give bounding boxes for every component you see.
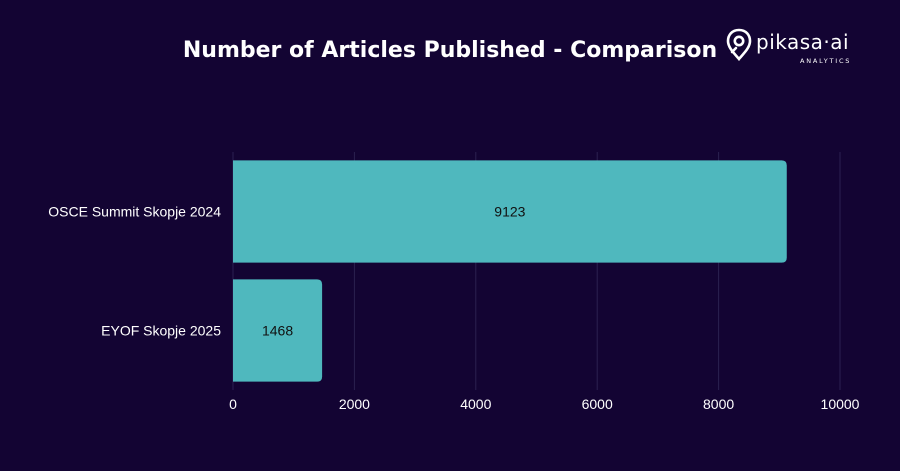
category-label-1: OSCE Summit Skopje 2024 (48, 204, 221, 220)
data-label-1: 9123 (494, 204, 525, 220)
logo-pin-icon (726, 28, 752, 62)
x-tick-label-2000: 2000 (339, 396, 370, 412)
chart-title: Number of Articles Published - Compariso… (182, 38, 718, 63)
pikasa-ai-logo: pikasa·ai ANALYTICS (726, 26, 876, 70)
x-tick-label-10000: 10000 (821, 396, 860, 412)
bar-1 (233, 160, 787, 263)
bar-2 (233, 279, 323, 382)
x-tick-label-6000: 6000 (582, 396, 613, 412)
data-label-2: 1468 (262, 323, 293, 339)
labels: 0 2000 4000 6000 8000 10000 9123 OSCE Summit Sk… (48, 204, 859, 413)
x-tick-label-8000: 8000 (703, 396, 734, 412)
x-tick-label-0: 0 (229, 396, 237, 412)
logo-wordmark: pikasa·ai (756, 30, 850, 54)
logo-subtitle: ANALYTICS (800, 57, 852, 65)
bars (233, 160, 787, 382)
x-tick-label-4000: 4000 (460, 396, 491, 412)
category-label-2: EYOF Skopje 2025 (101, 323, 221, 339)
